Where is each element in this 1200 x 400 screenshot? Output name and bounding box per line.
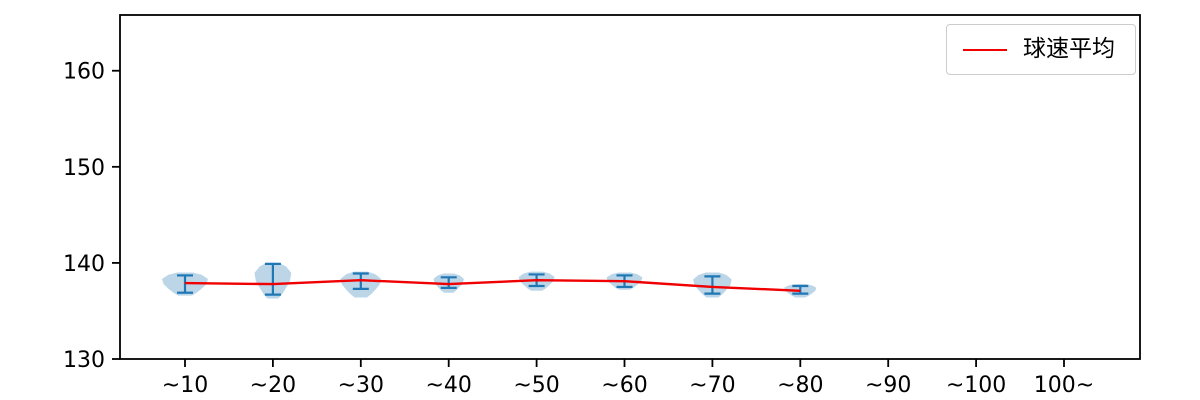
- x-tick-label: ~90: [865, 373, 911, 398]
- x-tick-label: ~100: [946, 373, 1006, 398]
- x-tick-label: ~80: [777, 373, 823, 398]
- x-tick-label: ~10: [162, 373, 208, 398]
- x-tick-label: ~70: [689, 373, 735, 398]
- y-tick-label: 160: [63, 60, 105, 85]
- x-tick-label: ~20: [250, 373, 296, 398]
- y-tick-label: 130: [63, 348, 105, 373]
- x-tick-label: ~40: [425, 373, 471, 398]
- legend: 球速平均: [946, 24, 1136, 75]
- y-tick-label: 140: [63, 252, 105, 277]
- legend-line-swatch: [963, 48, 1007, 51]
- mean-line: [184, 279, 801, 292]
- x-tick-label: ~50: [513, 373, 559, 398]
- axes-frame: [119, 14, 1141, 360]
- x-tick-label: ~60: [601, 373, 647, 398]
- y-tick-label: 150: [63, 156, 105, 181]
- x-tick-label: ~30: [338, 373, 384, 398]
- x-tick-label: 100~: [1034, 373, 1094, 398]
- legend-label: 球速平均: [1023, 36, 1115, 62]
